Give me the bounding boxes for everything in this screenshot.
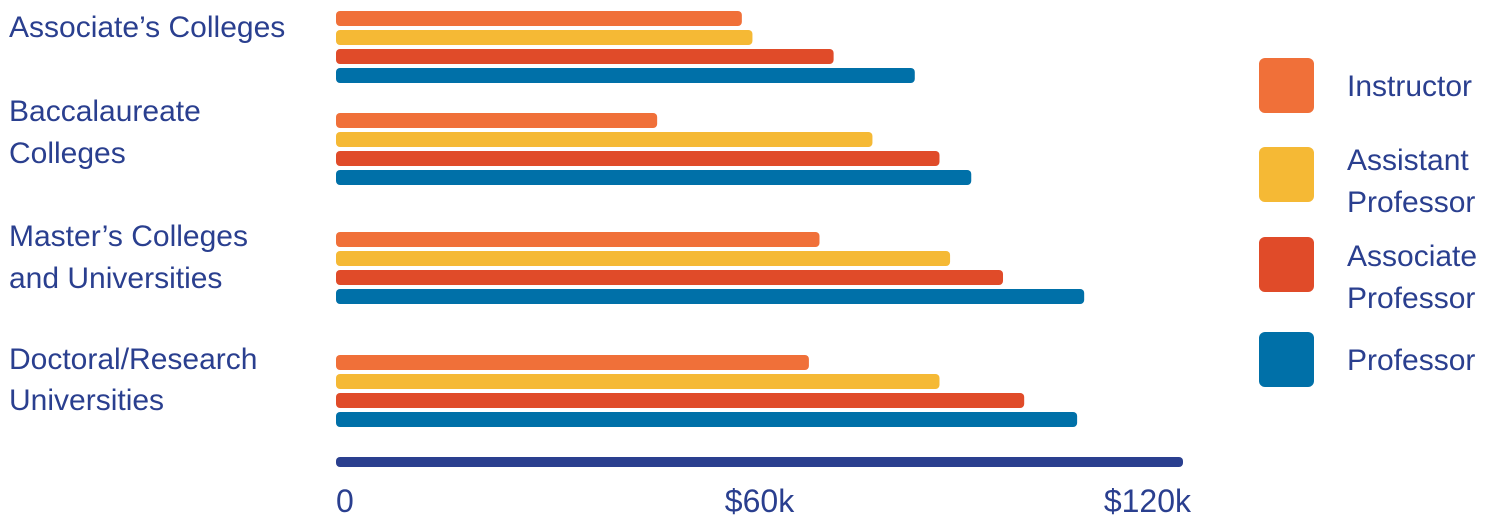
category-label-line: Universities <box>9 384 164 417</box>
category-label: Baccalaureate Colleges <box>9 95 201 170</box>
tick-label: 0 <box>336 483 354 516</box>
category-label: Doctoral/Research Universities <box>9 343 257 417</box>
bar <box>336 49 834 64</box>
category-label-line: Baccalaureate <box>9 95 201 128</box>
legend-swatch <box>1259 332 1314 387</box>
bar <box>336 113 658 128</box>
bar <box>336 151 940 166</box>
legend-label-line: Professor <box>1347 282 1475 315</box>
legend-label-line: Assistant <box>1347 144 1469 177</box>
category-label-line: and Universities <box>9 262 222 295</box>
legend-swatch <box>1259 58 1314 113</box>
bar <box>336 355 809 370</box>
bar <box>336 270 1004 285</box>
legend-label-line: Associate <box>1347 240 1477 273</box>
bar <box>336 132 873 147</box>
legend-label: Assistant Professor <box>1347 144 1475 219</box>
bar <box>336 393 1025 408</box>
legend-swatch <box>1259 147 1314 202</box>
bar <box>336 170 972 185</box>
bar <box>336 412 1078 427</box>
bar <box>336 68 915 83</box>
legend-label-line: Professor <box>1347 186 1475 219</box>
legend-label: Associate Professor <box>1347 240 1477 315</box>
bar <box>336 374 940 389</box>
bar <box>336 232 820 247</box>
category-label-line: Associate’s Colleges <box>9 11 285 44</box>
category-label-line: Colleges <box>9 137 126 170</box>
legend-label: Instructor <box>1347 70 1472 103</box>
bar <box>336 11 742 26</box>
category-label: Associate’s Colleges <box>9 11 285 44</box>
x-axis-line <box>336 457 1183 467</box>
category-label: Master’s Colleges and Universities <box>9 220 248 295</box>
bar <box>336 30 753 45</box>
bar <box>336 251 951 266</box>
legend-label: Professor <box>1347 344 1475 377</box>
legend-label-line: Professor <box>1347 344 1475 377</box>
bar <box>336 289 1085 304</box>
legend-swatch <box>1259 237 1314 292</box>
tick-label: $120k <box>1104 483 1192 516</box>
category-label-line: Doctoral/Research <box>9 343 257 376</box>
tick-label: $60k <box>725 483 795 516</box>
legend-label-line: Instructor <box>1347 70 1472 103</box>
category-label-line: Master’s Colleges <box>9 220 248 253</box>
